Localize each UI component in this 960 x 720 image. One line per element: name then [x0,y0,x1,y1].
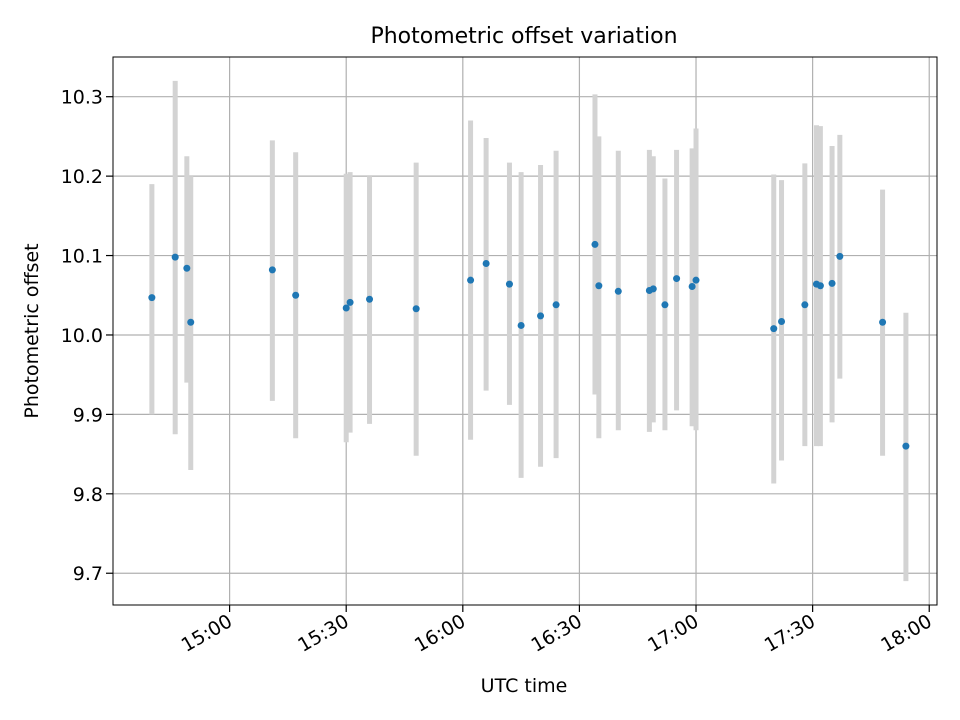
y-tick-label: 9.9 [73,404,103,426]
data-point [268,266,276,274]
data-point [828,279,836,287]
y-tick-label: 10.1 [61,246,103,268]
plot-frame [112,56,938,606]
data-point [778,317,786,325]
data-point [505,280,513,288]
data-point [816,282,824,290]
grid-lines [113,57,937,605]
data-point [171,253,179,261]
data-point [614,287,622,295]
y-tick-label: 9.8 [73,484,103,506]
data-point [342,304,350,312]
data-point [688,283,696,291]
data-point [595,282,603,290]
chart-title: Photometric offset variation [370,24,677,49]
data-point [346,298,354,306]
y-tick-label: 10.0 [61,325,103,347]
data-point [801,301,809,309]
data-point [187,318,195,326]
y-axis-ticks: 9.7 9.8 9.9 10.0 10.1 10.2 10.3 [61,87,113,585]
data-point [183,264,191,272]
data-point [366,295,374,303]
data-point [517,321,525,329]
data-point [661,301,669,309]
y-tick-label: 10.3 [61,87,103,109]
data-point [482,259,490,267]
y-tick-label: 10.2 [61,166,103,188]
data-point [879,318,887,326]
data-point [412,305,420,313]
data-point [537,312,545,320]
data-point [770,325,778,333]
data-point [292,291,300,299]
x-axis-label: UTC time [481,675,568,697]
data-point [552,301,560,309]
data-points [148,240,910,450]
y-axis-label: Photometric offset [21,243,43,418]
data-point [673,275,681,283]
data-point [902,442,910,450]
data-point [591,240,599,248]
y-tick-label: 9.7 [73,563,103,585]
data-point [467,276,475,284]
data-point [649,285,657,293]
data-point [692,276,700,284]
data-point [836,252,844,260]
data-point [148,294,156,302]
